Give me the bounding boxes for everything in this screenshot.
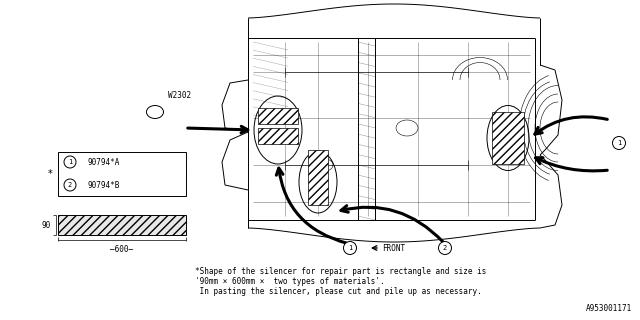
Circle shape bbox=[612, 137, 625, 149]
Text: 90: 90 bbox=[42, 220, 51, 229]
Bar bbox=[308, 150, 328, 205]
Bar bbox=[258, 108, 298, 124]
Text: 2: 2 bbox=[443, 245, 447, 251]
Bar bbox=[58, 215, 186, 235]
Text: 1: 1 bbox=[348, 245, 352, 251]
Text: '90mm × 600mm ×  two types of materials'.: '90mm × 600mm × two types of materials'. bbox=[195, 277, 385, 286]
Text: 90794*B: 90794*B bbox=[87, 180, 120, 189]
Text: 2: 2 bbox=[68, 182, 72, 188]
Text: A953001171: A953001171 bbox=[586, 304, 632, 313]
Text: 1: 1 bbox=[68, 159, 72, 165]
Text: W2302: W2302 bbox=[168, 91, 191, 100]
Text: 90794*A: 90794*A bbox=[87, 157, 120, 166]
Circle shape bbox=[64, 179, 76, 191]
Ellipse shape bbox=[147, 106, 163, 118]
Bar bbox=[58, 152, 186, 196]
Text: In pasting the silencer, please cut and pile up as necessary.: In pasting the silencer, please cut and … bbox=[195, 287, 482, 296]
Text: *: * bbox=[47, 169, 52, 179]
Circle shape bbox=[438, 242, 451, 254]
Bar bbox=[258, 128, 298, 144]
Text: 1: 1 bbox=[617, 140, 621, 146]
Text: FRONT: FRONT bbox=[382, 244, 405, 252]
Circle shape bbox=[64, 156, 76, 168]
Circle shape bbox=[344, 242, 356, 254]
Bar bbox=[492, 112, 524, 164]
Text: —600—: —600— bbox=[111, 245, 134, 254]
Text: *Shape of the silencer for repair part is rectangle and size is: *Shape of the silencer for repair part i… bbox=[195, 267, 486, 276]
